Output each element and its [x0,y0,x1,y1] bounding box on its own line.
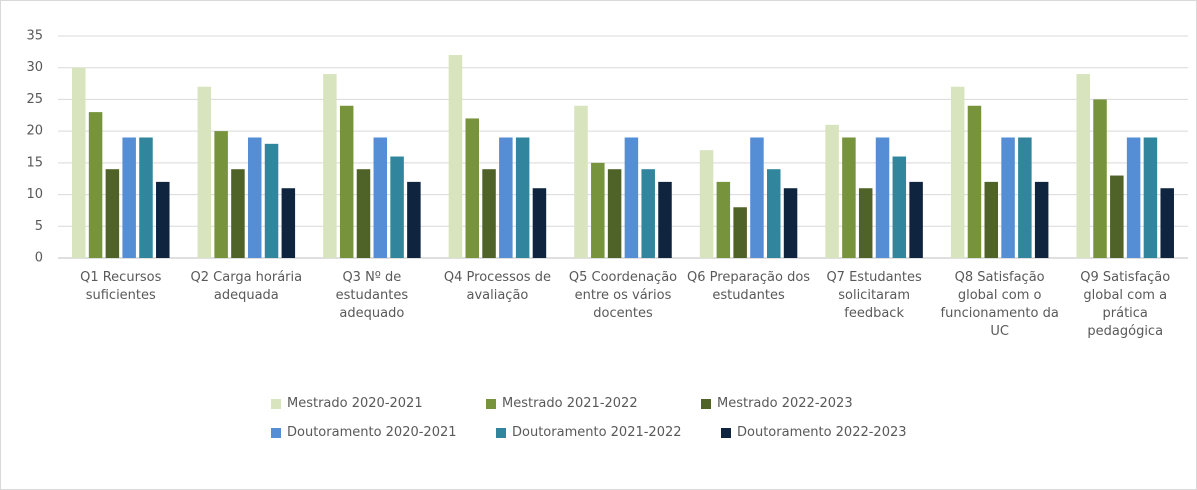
bar [515,137,530,258]
bar [699,150,714,258]
bar [750,137,764,258]
y-tick-label: 10 [26,187,43,202]
bar [825,124,839,258]
bar [658,181,672,258]
legend: Mestrado 2020-2021 Mestrado 2021-2022 Mest… [271,396,961,440]
bar [247,137,262,258]
legend-item: Mestrado 2021-2022 [486,396,701,411]
bar [482,169,496,258]
bar [950,86,965,258]
y-tick-label: 5 [35,219,43,234]
x-tick-label: Q5 Coordenação entre os vários docentes [568,270,678,321]
legend-label: Mestrado 2022-2023 [717,396,853,411]
x-tick-label: Q2 Carga horária adequada [190,270,303,303]
bar [909,181,923,258]
bar [156,181,170,258]
bar [264,143,279,258]
bar [591,162,605,258]
bar [532,188,547,258]
bar [1076,74,1090,258]
legend-item: Doutoramento 2022-2023 [721,425,946,440]
bar [624,137,639,258]
bar [875,137,890,258]
bar [641,169,655,258]
bar [783,188,798,258]
legend-item: Mestrado 2020-2021 [271,396,486,411]
bar [281,188,296,258]
bar [1034,181,1049,258]
y-tick-label: 15 [26,155,43,170]
legend-swatch [496,427,506,438]
legend-swatch [721,427,731,438]
legend-label: Doutoramento 2022-2023 [737,425,907,440]
bar [88,112,103,258]
bar [122,137,136,258]
bar [197,86,212,258]
bar [767,169,781,258]
legend-label: Doutoramento 2021-2022 [512,425,682,440]
bar [407,181,421,258]
y-tick-label: 25 [26,92,43,107]
x-tick-label: Q4 Processos de avaliação [443,270,551,303]
x-tick-label: Q6 Preparação dos estudantes [687,270,811,303]
bar [1126,137,1141,258]
legend-item: Doutoramento 2020-2021 [271,425,496,440]
x-tick-label: Q3 Nº de estudantes adequado [335,270,409,321]
bar [984,181,999,258]
y-tick-label: 30 [26,60,43,75]
bar [967,105,982,259]
bar [716,181,731,258]
bar [339,105,354,259]
bar [390,156,404,258]
legend-item: Doutoramento 2021-2022 [496,425,721,440]
bar [373,137,388,258]
legend-swatch [271,398,281,409]
bar [356,169,371,258]
bar [214,131,228,258]
bar [139,137,153,258]
x-tick-label: Q8 Satisfação global com o funcionamento… [940,270,1059,339]
legend-swatch [486,398,496,409]
bar [607,169,622,258]
y-tick-label: 35 [26,29,43,44]
bar [72,67,86,258]
y-tick-label: 0 [35,251,43,266]
bar [733,207,747,258]
legend-label: Doutoramento 2020-2021 [287,425,457,440]
bar [842,137,856,258]
legend-label: Mestrado 2021-2022 [502,396,638,411]
bar [1001,137,1015,258]
bar [499,137,513,258]
legend-item: Mestrado 2022-2023 [701,396,916,411]
legend-label: Mestrado 2020-2021 [287,396,423,411]
bar [892,156,907,258]
x-tick-label: Q1 Recursos suficientes [80,270,162,303]
x-tick-label: Q7 Estudantes solicitaram feedback [826,270,922,321]
bar [574,105,588,259]
bar [1110,175,1124,258]
x-tick-label: Q9 Satisfação global com a prática pedag… [1080,270,1171,339]
bar [231,169,245,258]
bar [1018,137,1032,258]
bar [448,55,463,259]
y-tick-label: 20 [26,124,43,139]
bar [858,188,873,258]
legend-swatch [271,427,281,438]
bar [105,169,120,258]
bar [323,74,337,258]
bar [1143,137,1158,258]
bar [1093,99,1107,258]
bar [1160,188,1174,258]
bar [465,118,479,258]
legend-swatch [701,398,711,409]
